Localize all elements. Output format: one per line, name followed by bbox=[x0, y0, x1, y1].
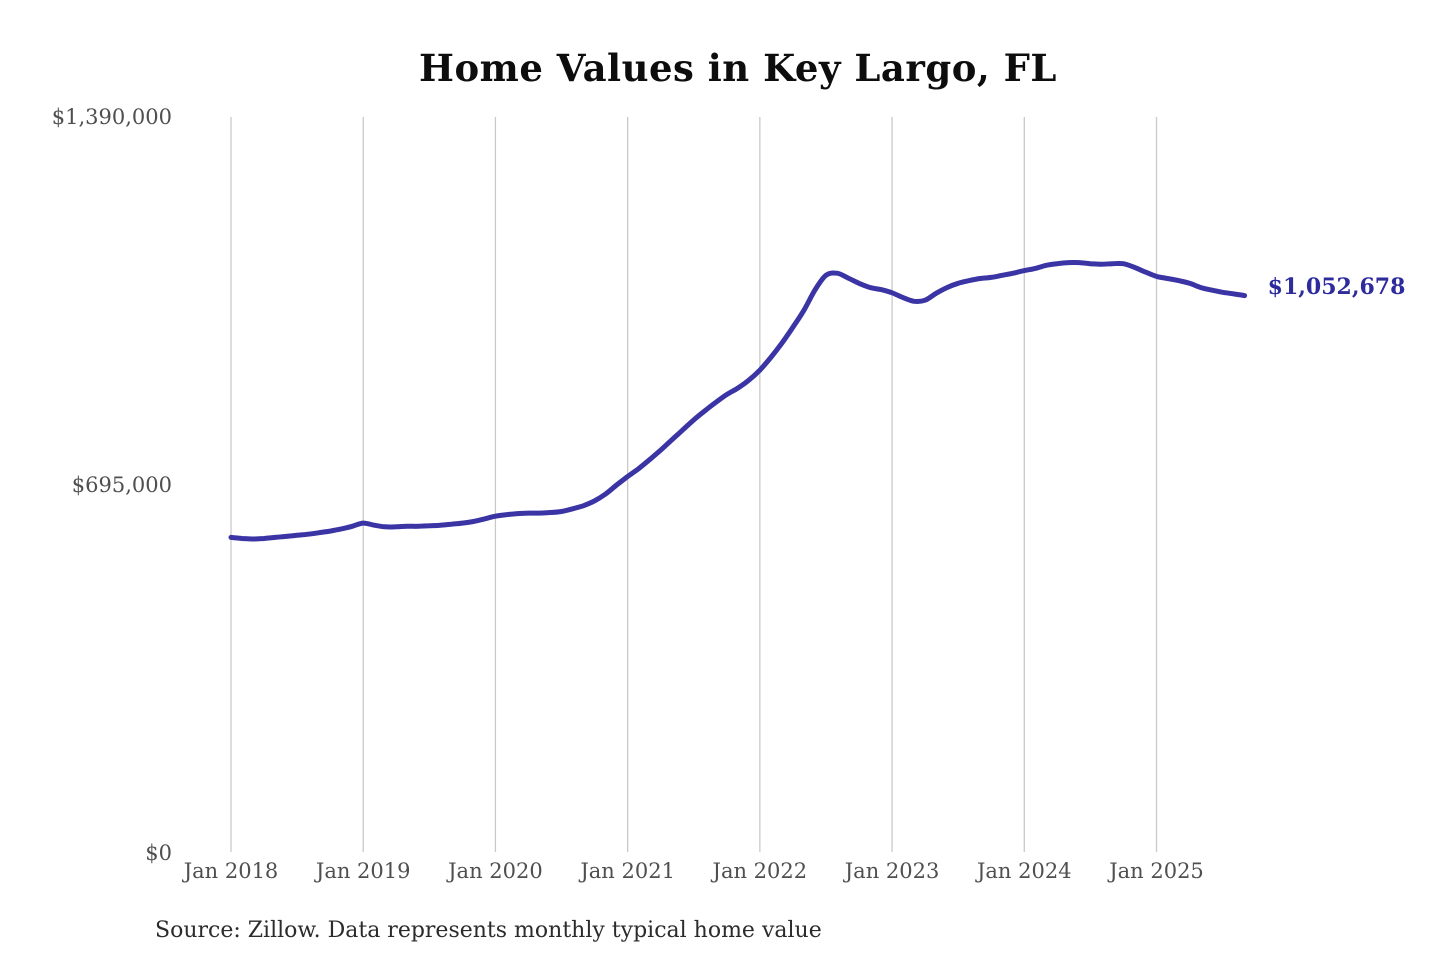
y-tick-label: $1,390,000 bbox=[51, 105, 172, 129]
x-tick-label: Jan 2021 bbox=[580, 859, 675, 883]
latest-value-label: $1,052,678 bbox=[1267, 273, 1406, 300]
x-tick-label: Jan 2018 bbox=[183, 859, 279, 883]
x-tick-label: Jan 2019 bbox=[315, 859, 411, 883]
y-tick-label: $0 bbox=[145, 841, 172, 865]
x-tick-label: Jan 2023 bbox=[844, 859, 940, 883]
home-value-line bbox=[228, 259, 1248, 542]
x-tick-label: Jan 2020 bbox=[448, 859, 543, 883]
y-tick-label: $695,000 bbox=[71, 473, 172, 497]
source-note: Source: Zillow. Data represents monthly … bbox=[155, 918, 822, 943]
x-tick-label: Jan 2025 bbox=[1109, 859, 1204, 883]
page-title: Home Values in Key Largo, FL bbox=[419, 46, 1057, 90]
gridlines bbox=[230, 117, 1158, 852]
x-tick-label: Jan 2022 bbox=[712, 859, 808, 883]
x-tick-label: Jan 2024 bbox=[976, 859, 1072, 883]
